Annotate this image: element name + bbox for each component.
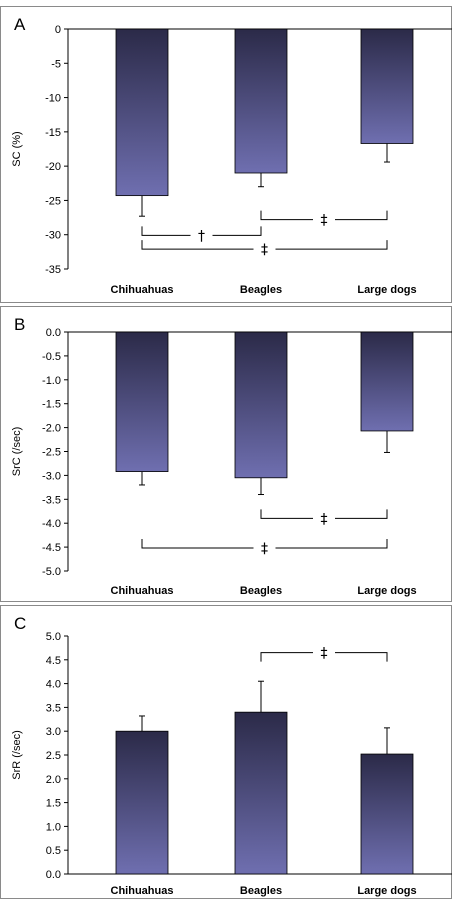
significance-bracket-3: ‡: [141, 240, 388, 258]
y-tick-label: -1.0: [42, 375, 61, 387]
y-tick-label: -4.0: [42, 518, 61, 530]
y-tick-label: 3.5: [46, 702, 61, 714]
significance-bracket-1: ‡: [260, 210, 388, 229]
bracket-line: [141, 240, 388, 250]
category-label-1: Chihuahuas: [111, 284, 174, 296]
y-tick-label: 1.0: [46, 821, 61, 833]
significance-label: †: [198, 228, 205, 244]
y-tick-label: -4.5: [42, 542, 61, 554]
significance-bracket-2: ‡: [141, 539, 388, 557]
panel-a: A 0 -5 -10 -15 -20 -25 -30 -35 SC (%) Chihuahuas Be…: [0, 6, 452, 303]
bar-1: [115, 28, 169, 197]
bracket-line: [260, 652, 388, 662]
y-tick-label: -2.5: [42, 447, 61, 459]
y-tick-label: 1.5: [46, 798, 61, 810]
y-tick-label: -3.5: [42, 494, 61, 506]
category-label-2: Beagles: [240, 585, 282, 597]
panel-letter: A: [14, 15, 26, 34]
panel-letter: B: [14, 315, 25, 334]
y-axis-title: SC (%): [11, 131, 23, 166]
y-tick-label: -5: [51, 58, 61, 70]
significance-label: ‡: [321, 646, 328, 662]
y-tick-label: -0.5: [42, 351, 61, 363]
y-tick-label: 3.0: [46, 726, 61, 738]
category-label-3: Large dogs: [357, 885, 416, 897]
bracket-line: [260, 509, 388, 519]
significance-bracket-2: †: [141, 226, 262, 244]
y-tick-label: -15: [45, 127, 61, 139]
y-axis-title: SrC (/sec): [11, 427, 23, 477]
category-label-3: Large dogs: [357, 284, 416, 296]
bar-2: [234, 331, 288, 479]
category-label-1: Chihuahuas: [111, 885, 174, 897]
y-tick-label: 2.5: [46, 750, 61, 762]
bracket-line: [141, 226, 262, 236]
category-label-3: Large dogs: [357, 585, 416, 597]
y-tick-label: 0.5: [46, 845, 61, 857]
significance-bracket-1: ‡: [260, 646, 388, 662]
category-label-1: Chihuahuas: [111, 585, 174, 597]
significance-label: ‡: [321, 213, 328, 229]
bracket-line: [141, 539, 388, 549]
y-tick-label: 0.0: [46, 327, 61, 339]
y-tick-label: -25: [45, 195, 61, 207]
bar-1: [115, 331, 169, 472]
significance-label: ‡: [321, 511, 328, 527]
y-tick-label: -5.0: [42, 566, 61, 578]
category-label-2: Beagles: [240, 885, 282, 897]
y-tick-label: 4.0: [46, 679, 61, 691]
y-tick-label: 5.0: [46, 631, 61, 643]
y-axis-title: SrR (/sec): [11, 730, 23, 780]
y-tick-label: 0.0: [46, 869, 61, 881]
category-label-2: Beagles: [240, 284, 282, 296]
significance-label: ‡: [261, 541, 268, 557]
bracket-line: [260, 210, 388, 221]
y-tick-label: -20: [45, 161, 61, 173]
bar-2: [234, 711, 288, 875]
y-tick-label: -30: [45, 230, 61, 242]
y-tick-label: 4.5: [46, 655, 61, 667]
panel-c: C 0.0 0.5 1.0 1.5 2.0 2.5 3.0 3.5 4.0 4.5 5.0 SrR (/…: [0, 605, 452, 899]
significance-bracket-1: ‡: [260, 509, 388, 527]
y-tick-label: 2.0: [46, 774, 61, 786]
y-tick-label: -35: [45, 264, 61, 276]
bar-2: [234, 28, 288, 174]
y-tick-label: -3.0: [42, 470, 61, 482]
bar-3: [360, 28, 414, 144]
y-tick-label: -1.5: [42, 399, 61, 411]
bar-3: [360, 753, 414, 875]
y-tick-label: -10: [45, 93, 61, 105]
bar-1: [115, 730, 169, 875]
y-tick-label: 0: [55, 24, 61, 36]
significance-label: ‡: [261, 242, 268, 258]
bar-3: [360, 331, 414, 432]
panel-letter: C: [14, 614, 26, 633]
panel-b: B 0.0 -0.5 -1.0 -1.5 -2.0 -2.5 -3.0 -3.5 -4.0 -4.5…: [0, 306, 452, 602]
y-tick-label: -2.0: [42, 423, 61, 435]
